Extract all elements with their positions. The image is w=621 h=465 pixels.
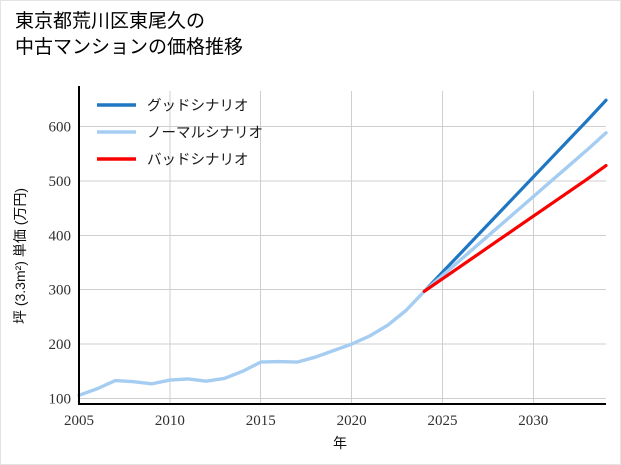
x-tick-label: 2005 bbox=[64, 413, 94, 429]
y-tick-label: 600 bbox=[49, 119, 72, 135]
x-axis-title: 年 bbox=[333, 435, 347, 451]
x-axis-tick-labels: 2005 2010 2015 2020 2025 2030 bbox=[64, 413, 548, 429]
y-tick-label: 100 bbox=[49, 392, 72, 408]
y-axis-title: 坪 (3.3m²) 単価 (万円) bbox=[12, 188, 28, 324]
legend-label: グッドシナリオ bbox=[147, 98, 249, 115]
series-line-2 bbox=[77, 131, 608, 397]
x-tick-label: 2020 bbox=[337, 413, 367, 429]
series-line-3 bbox=[422, 163, 608, 293]
series-group bbox=[77, 98, 608, 397]
y-tick-label: 300 bbox=[49, 283, 72, 299]
series-line-1 bbox=[422, 98, 608, 293]
legend-label: バッドシナリオ bbox=[147, 153, 249, 169]
x-tick-label: 2010 bbox=[155, 413, 185, 429]
y-tick-label: 400 bbox=[49, 228, 72, 244]
y-tick-label: 200 bbox=[49, 337, 72, 353]
axes-group bbox=[77, 86, 606, 406]
legend-label: ノーマルシナリオ bbox=[147, 126, 263, 142]
y-tick-label: 500 bbox=[49, 174, 72, 190]
chart-title: 東京都荒川区東尾久の 中古マンションの価格推移 bbox=[15, 11, 244, 58]
x-tick-label: 2015 bbox=[246, 413, 276, 429]
y-axis-tick-labels: 100 200 300 400 500 600 bbox=[49, 119, 72, 407]
x-tick-label: 2025 bbox=[427, 413, 457, 429]
x-tick-label: 2030 bbox=[518, 413, 548, 429]
